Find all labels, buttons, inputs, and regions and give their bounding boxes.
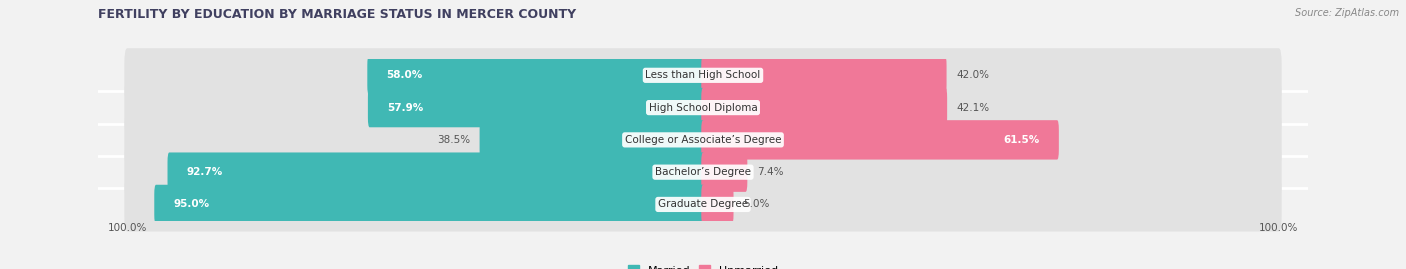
- Text: 92.7%: 92.7%: [187, 167, 222, 177]
- Text: College or Associate’s Degree: College or Associate’s Degree: [624, 135, 782, 145]
- Text: Bachelor’s Degree: Bachelor’s Degree: [655, 167, 751, 177]
- FancyBboxPatch shape: [702, 185, 734, 224]
- Text: 42.0%: 42.0%: [956, 70, 990, 80]
- Text: 95.0%: 95.0%: [173, 199, 209, 210]
- FancyBboxPatch shape: [702, 56, 946, 95]
- FancyBboxPatch shape: [479, 120, 704, 160]
- FancyBboxPatch shape: [367, 56, 704, 95]
- Text: Source: ZipAtlas.com: Source: ZipAtlas.com: [1295, 8, 1399, 18]
- Text: 7.4%: 7.4%: [756, 167, 783, 177]
- Text: 5.0%: 5.0%: [744, 199, 769, 210]
- FancyBboxPatch shape: [368, 88, 704, 127]
- FancyBboxPatch shape: [124, 145, 1282, 199]
- Text: FERTILITY BY EDUCATION BY MARRIAGE STATUS IN MERCER COUNTY: FERTILITY BY EDUCATION BY MARRIAGE STATU…: [98, 8, 576, 21]
- FancyBboxPatch shape: [702, 120, 1059, 160]
- FancyBboxPatch shape: [124, 113, 1282, 167]
- Text: High School Diploma: High School Diploma: [648, 102, 758, 113]
- Legend: Married, Unmarried: Married, Unmarried: [624, 262, 782, 269]
- FancyBboxPatch shape: [124, 48, 1282, 102]
- Text: 38.5%: 38.5%: [437, 135, 470, 145]
- Text: Less than High School: Less than High School: [645, 70, 761, 80]
- FancyBboxPatch shape: [702, 88, 948, 127]
- Text: 58.0%: 58.0%: [387, 70, 423, 80]
- Text: Graduate Degree: Graduate Degree: [658, 199, 748, 210]
- FancyBboxPatch shape: [124, 177, 1282, 232]
- FancyBboxPatch shape: [124, 80, 1282, 135]
- FancyBboxPatch shape: [155, 185, 704, 224]
- FancyBboxPatch shape: [167, 153, 704, 192]
- Text: 57.9%: 57.9%: [387, 102, 423, 113]
- Text: 42.1%: 42.1%: [957, 102, 990, 113]
- FancyBboxPatch shape: [702, 153, 748, 192]
- Text: 61.5%: 61.5%: [1004, 135, 1040, 145]
